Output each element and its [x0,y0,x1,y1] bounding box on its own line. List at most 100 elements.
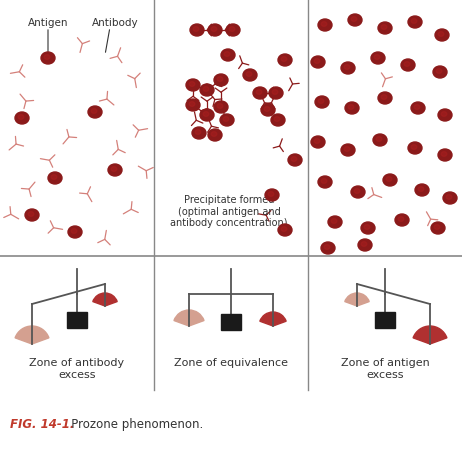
Ellipse shape [214,74,228,86]
Ellipse shape [328,216,342,228]
Ellipse shape [288,154,302,166]
Ellipse shape [381,94,387,99]
Ellipse shape [278,54,292,66]
Ellipse shape [193,27,199,31]
Ellipse shape [190,24,204,36]
Bar [221,314,241,330]
Ellipse shape [221,49,235,61]
Ellipse shape [386,177,392,182]
Ellipse shape [348,104,354,109]
Ellipse shape [361,242,367,247]
Ellipse shape [354,188,360,193]
Ellipse shape [211,132,217,136]
Ellipse shape [443,192,457,204]
Ellipse shape [41,52,55,64]
Ellipse shape [253,87,267,99]
Wedge shape [15,326,49,344]
Ellipse shape [274,117,280,121]
Ellipse shape [223,117,229,121]
Ellipse shape [435,29,449,41]
Ellipse shape [25,209,39,221]
Ellipse shape [401,59,415,71]
Ellipse shape [108,164,122,176]
Ellipse shape [358,239,372,251]
Ellipse shape [414,104,420,109]
Ellipse shape [321,178,327,183]
Ellipse shape [281,57,287,61]
Ellipse shape [436,69,442,74]
Ellipse shape [18,114,24,119]
Ellipse shape [203,112,209,116]
Ellipse shape [364,225,370,229]
Ellipse shape [376,137,382,141]
Ellipse shape [229,27,235,31]
Ellipse shape [398,217,404,222]
Ellipse shape [91,109,97,114]
Ellipse shape [281,227,287,232]
Wedge shape [174,310,204,326]
Ellipse shape [311,56,325,68]
Ellipse shape [351,17,357,21]
Ellipse shape [374,54,380,59]
Ellipse shape [441,152,447,156]
Ellipse shape [246,72,252,76]
Ellipse shape [195,129,201,134]
Ellipse shape [408,16,422,28]
Ellipse shape [203,87,209,91]
Ellipse shape [186,99,200,111]
Ellipse shape [321,242,335,254]
Ellipse shape [71,229,77,233]
Wedge shape [413,326,447,344]
Ellipse shape [321,22,327,26]
Ellipse shape [15,112,29,124]
Ellipse shape [324,245,330,249]
Ellipse shape [200,84,214,96]
Ellipse shape [51,175,57,179]
Ellipse shape [226,24,240,36]
Ellipse shape [186,79,200,91]
Text: Zone of equivalence: Zone of equivalence [174,358,288,368]
Text: Precipitate formed
(optimal antigen and
antibody concentration): Precipitate formed (optimal antigen and … [170,195,288,228]
Ellipse shape [256,89,262,94]
Ellipse shape [224,52,230,56]
Ellipse shape [411,102,425,114]
Ellipse shape [48,172,62,184]
Ellipse shape [411,145,417,149]
Ellipse shape [345,102,359,114]
Ellipse shape [411,19,417,24]
Ellipse shape [111,167,117,172]
Ellipse shape [331,218,337,223]
Wedge shape [345,293,369,306]
Ellipse shape [311,136,325,148]
Ellipse shape [44,54,50,59]
Ellipse shape [438,32,444,36]
Ellipse shape [371,52,385,64]
Ellipse shape [192,127,206,139]
Ellipse shape [446,195,452,199]
Ellipse shape [217,77,223,81]
Ellipse shape [217,104,223,109]
Ellipse shape [344,147,350,151]
Ellipse shape [211,27,217,31]
Ellipse shape [438,149,452,161]
Ellipse shape [381,25,387,30]
Ellipse shape [318,99,324,104]
Ellipse shape [271,114,285,126]
Ellipse shape [318,176,332,188]
Ellipse shape [264,107,270,111]
Ellipse shape [189,82,195,86]
Ellipse shape [291,157,297,162]
Ellipse shape [315,96,329,108]
Bar [375,312,395,328]
Ellipse shape [438,109,452,121]
Ellipse shape [214,101,228,113]
Ellipse shape [373,134,387,146]
Ellipse shape [208,129,222,141]
Ellipse shape [361,222,375,234]
Ellipse shape [404,62,410,66]
Ellipse shape [28,212,34,217]
Ellipse shape [265,189,279,201]
Text: Zone of antigen
excess: Zone of antigen excess [340,358,429,380]
Wedge shape [93,293,117,306]
Wedge shape [260,312,286,326]
